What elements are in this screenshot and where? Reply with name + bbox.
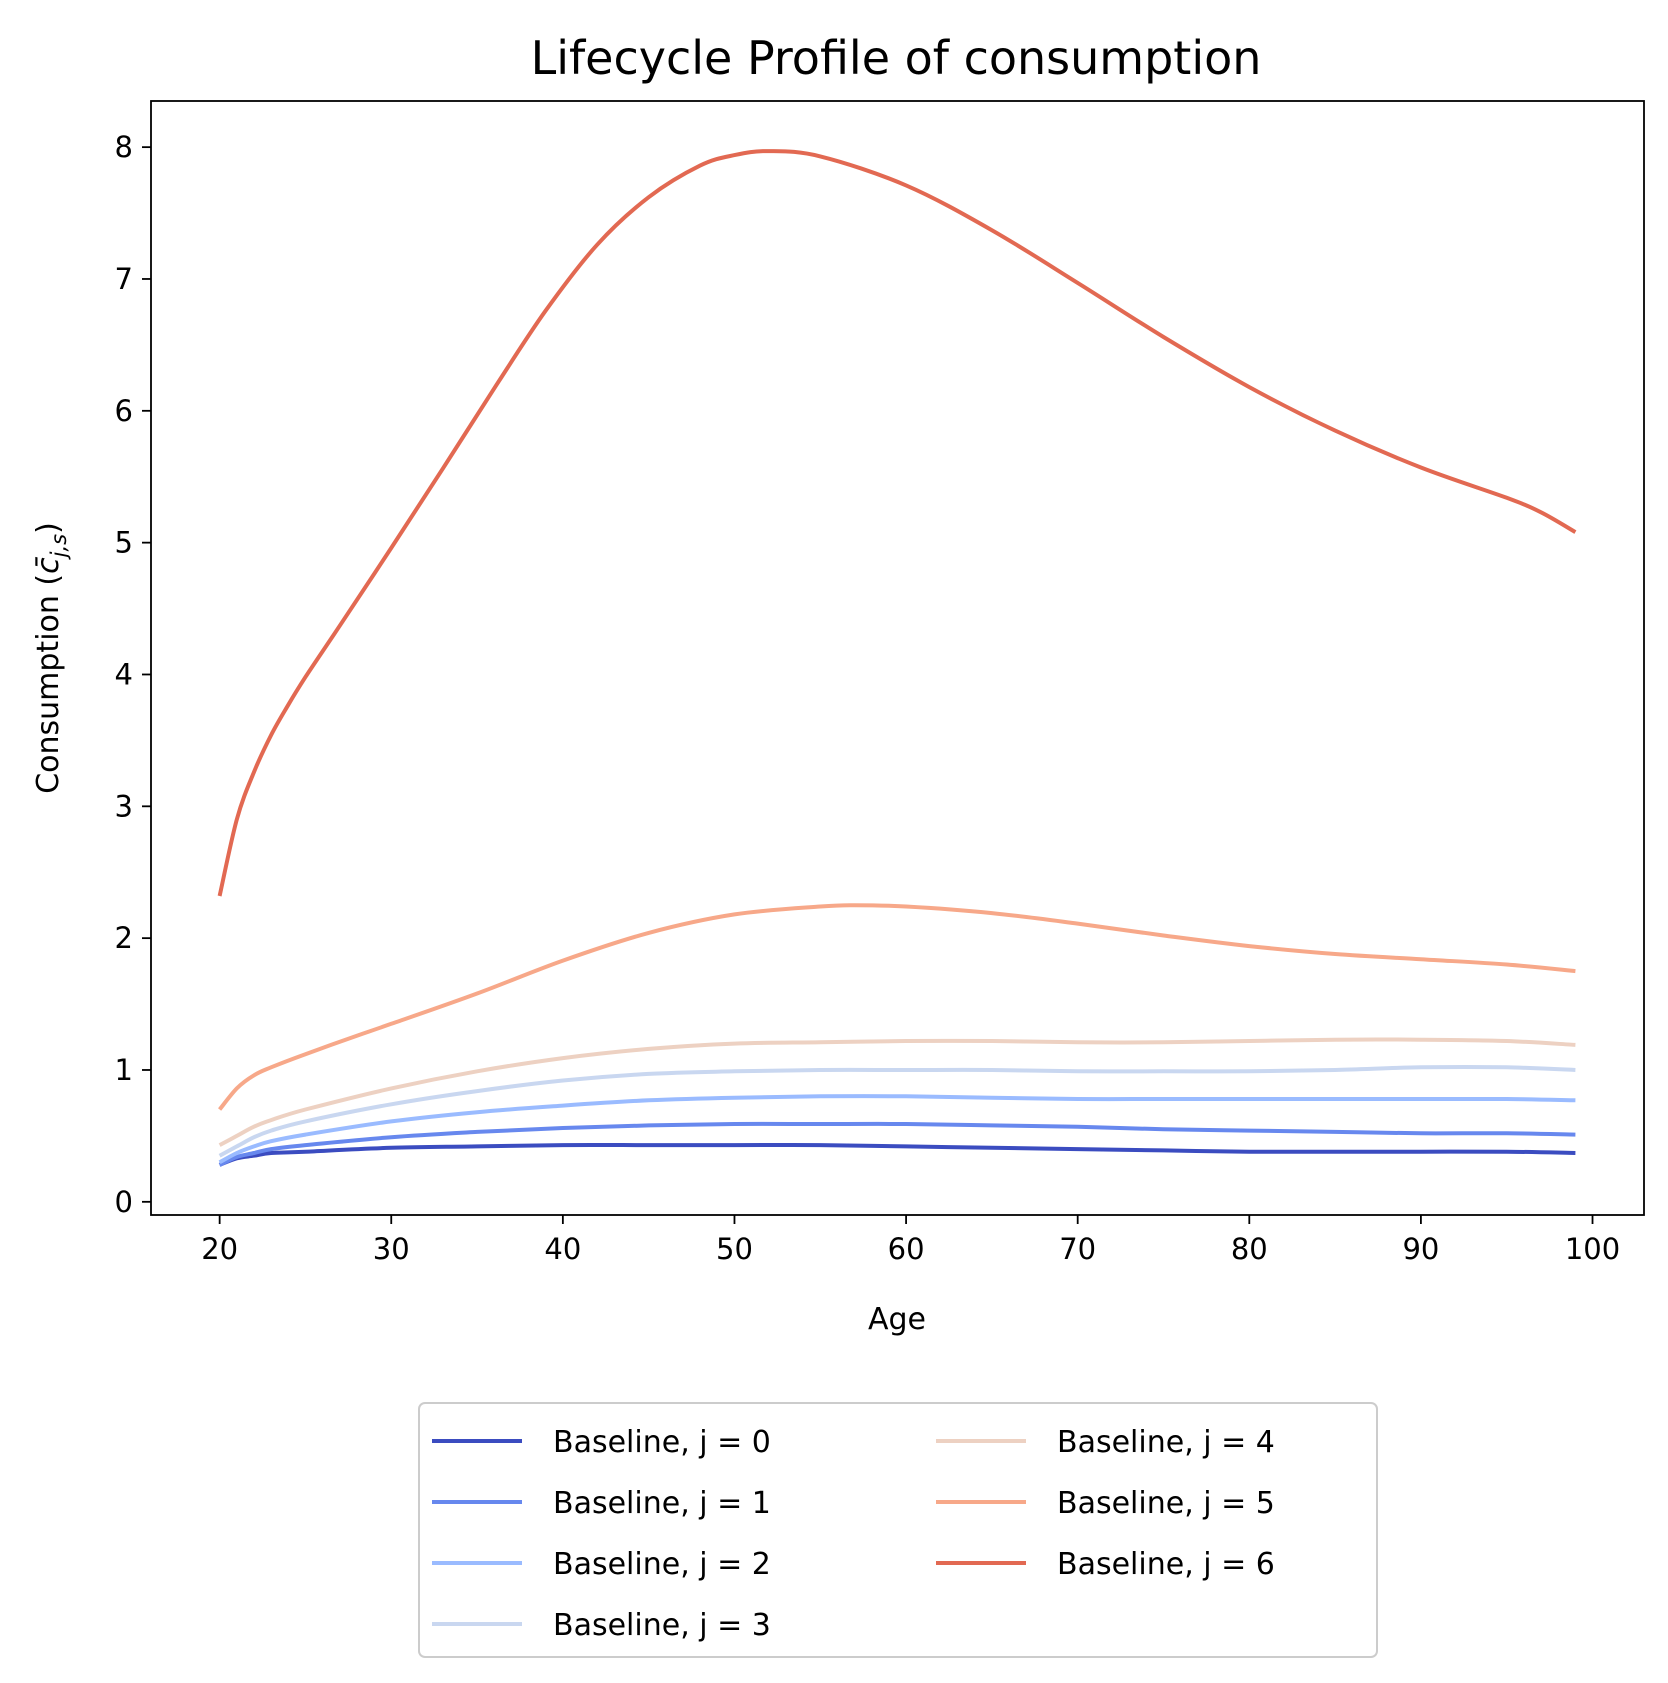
y-axis-label: Consumption (c̄j,s) bbox=[31, 522, 71, 794]
y-tick-label: 0 bbox=[115, 1185, 133, 1219]
series-line-j3 bbox=[218, 1065, 1576, 1158]
x-tick-label: 60 bbox=[888, 1232, 925, 1266]
y-axis-label-prefix: Consumption ( bbox=[31, 574, 66, 794]
legend-label: Baseline, j = 4 bbox=[1057, 1425, 1275, 1460]
series-line-j1 bbox=[218, 1121, 1576, 1167]
x-tick-label: 80 bbox=[1231, 1232, 1268, 1266]
y-tick-label: 5 bbox=[115, 526, 133, 560]
series-line-j5 bbox=[218, 903, 1576, 1111]
series-line-j0 bbox=[218, 1143, 1576, 1167]
y-tick-label: 8 bbox=[115, 130, 133, 164]
x-tick-label: 90 bbox=[1402, 1232, 1439, 1266]
legend-box bbox=[418, 1402, 1378, 1658]
x-tick-label: 50 bbox=[716, 1232, 753, 1266]
chart-title: Lifecycle Profile of consumption bbox=[531, 31, 1262, 85]
y-tick-label: 4 bbox=[115, 657, 133, 691]
plot-frame bbox=[150, 100, 1645, 1216]
x-axis-label: Age bbox=[868, 1302, 926, 1337]
y-tick-label: 6 bbox=[115, 394, 133, 428]
y-axis-label-subscript: j,s bbox=[47, 534, 71, 561]
y-tick-label: 1 bbox=[115, 1053, 133, 1087]
x-axis-ticks: 20 30 40 50 60 70 80 90 100 bbox=[201, 1215, 1620, 1266]
series-line-j2 bbox=[218, 1094, 1576, 1165]
legend-label: Baseline, j = 5 bbox=[1057, 1486, 1275, 1521]
x-tick-label: 30 bbox=[373, 1232, 410, 1266]
x-tick-label: 70 bbox=[1059, 1232, 1096, 1266]
series-line-j4 bbox=[218, 1037, 1576, 1147]
series-line-j6 bbox=[217, 149, 1577, 897]
y-tick-label: 2 bbox=[115, 921, 133, 955]
y-tick-label: 7 bbox=[115, 262, 133, 296]
y-tick-label: 3 bbox=[115, 789, 133, 823]
y-axis-ticks: 0 1 2 3 4 5 6 7 8 bbox=[115, 130, 151, 1219]
x-tick-label: 20 bbox=[201, 1232, 238, 1266]
series-layer bbox=[217, 149, 1577, 1167]
x-tick-label: 100 bbox=[1565, 1232, 1620, 1266]
legend-label: Baseline, j = 0 bbox=[553, 1425, 771, 1460]
legend: Baseline, j = 0 Baseline, j = 1 Baseline, … bbox=[418, 1402, 1378, 1658]
y-axis-label-symbol: c̄ bbox=[31, 556, 66, 574]
legend-label: Baseline, j = 3 bbox=[553, 1608, 771, 1643]
y-axis-label-suffix: ) bbox=[31, 522, 66, 534]
legend-label: Baseline, j = 1 bbox=[553, 1486, 771, 1521]
legend-label: Baseline, j = 6 bbox=[1057, 1547, 1275, 1582]
x-tick-label: 40 bbox=[544, 1232, 581, 1266]
legend-label: Baseline, j = 2 bbox=[553, 1547, 771, 1582]
